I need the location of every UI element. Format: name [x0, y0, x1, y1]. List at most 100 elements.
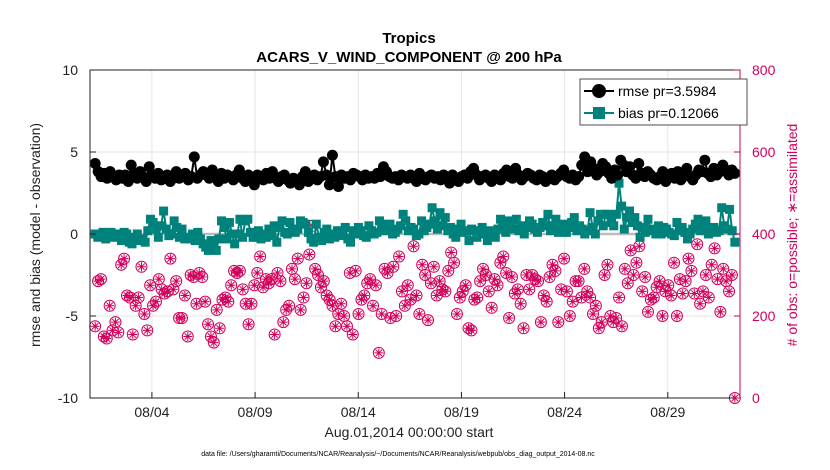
- obs-assimilated-point: [209, 338, 219, 348]
- obs-assimilated-point: [669, 258, 679, 268]
- obs-possible-point: [291, 252, 304, 265]
- bias-point: [188, 229, 198, 239]
- obs-assimilated-point: [206, 332, 216, 341]
- bias-point: [214, 234, 224, 244]
- bias-point: [543, 209, 553, 219]
- obs-assimilated-point: [299, 293, 309, 303]
- obs-assimilated-point: [588, 309, 598, 319]
- obs-assimilated-point: [186, 270, 196, 280]
- rmse-point: [122, 176, 134, 188]
- bias-point: [235, 214, 245, 224]
- obs-assimilated-point: [316, 282, 326, 292]
- bias-point: [693, 214, 703, 224]
- legend: rmse pr=3.5984 bias pr=0.12066: [579, 78, 748, 126]
- legend-bias-marker: [593, 107, 605, 119]
- bias-point: [161, 224, 171, 234]
- obs-assimilated-point: [142, 325, 152, 335]
- rmse-point: [729, 167, 741, 179]
- obs-assimilated-point: [99, 332, 109, 341]
- obs-assimilated-point: [301, 278, 311, 288]
- obs-assimilated-point: [417, 260, 427, 270]
- bias-point: [438, 221, 448, 231]
- obs-assimilated-point: [652, 282, 662, 292]
- obs-assimilated-point: [490, 274, 500, 284]
- obs-possible-point: [717, 262, 730, 275]
- bias-point: [527, 219, 537, 229]
- bias-point: [725, 204, 735, 214]
- obs-possible-point: [642, 305, 655, 318]
- obs-possible-point: [615, 320, 628, 333]
- bias-point: [598, 221, 608, 231]
- bias-point: [461, 226, 471, 236]
- obs-assimilated-point: [666, 291, 676, 300]
- obs-assimilated-point: [617, 321, 627, 331]
- obs-assimilated-point: [481, 270, 491, 280]
- obs-assimilated-point: [597, 317, 607, 327]
- bias-point: [501, 227, 511, 237]
- x-axis-ticks: 08/04 08/09 08/14 08/19 08/24 08/29: [134, 392, 686, 420]
- obs-assimilated-point: [631, 258, 641, 268]
- obs-possible-point: [138, 307, 151, 320]
- obs-assimilated-point: [678, 288, 688, 298]
- obs-assimilated-point: [113, 327, 123, 337]
- bias-point: [303, 227, 313, 237]
- obs-assimilated-point: [377, 309, 387, 319]
- legend-bias-label: bias pr=0.12066: [618, 105, 719, 121]
- bias-point: [148, 218, 158, 228]
- obs-possible-point: [219, 291, 232, 304]
- obs-assimilated-point: [513, 284, 523, 294]
- obs-assimilated-point: [330, 321, 340, 331]
- obs-possible-point: [439, 285, 452, 298]
- legend-rmse-label: rmse pr=3.5984: [618, 83, 717, 99]
- obs-assimilated-point: [348, 329, 358, 339]
- obs-assimilated-point: [212, 305, 222, 315]
- bias-point: [709, 222, 719, 232]
- y-axis-ticks: -10 -5 0 5 10: [58, 62, 96, 406]
- obs-assimilated-point: [339, 311, 349, 321]
- obs-assimilated-point: [368, 301, 378, 311]
- obs-possible-point: [688, 287, 701, 300]
- obs-assimilated-point: [721, 276, 731, 286]
- obs-assimilated-point: [675, 274, 685, 284]
- obs-possible-point: [144, 279, 157, 292]
- bias-point: [685, 229, 695, 239]
- bias-point: [401, 216, 411, 226]
- obs-possible-point: [711, 273, 724, 286]
- rmse-point: [320, 169, 332, 181]
- obs-possible-point: [552, 316, 565, 329]
- obs-assimilated-point: [568, 297, 578, 307]
- obs-assimilated-point: [374, 348, 384, 358]
- obs-assimilated-point: [426, 278, 436, 288]
- bias-point: [285, 218, 295, 228]
- bias-point: [435, 208, 445, 218]
- bias-point: [301, 219, 311, 229]
- bias-point: [506, 219, 516, 229]
- obs-assimilated-point: [391, 311, 401, 321]
- obs-assimilated-point: [600, 270, 610, 280]
- obs-assimilated-point: [478, 264, 488, 274]
- obs-assimilated-point: [684, 254, 694, 264]
- bias-point: [572, 226, 582, 236]
- obs-assimilated-point: [501, 268, 511, 278]
- obs-assimilated-point: [235, 266, 245, 276]
- obs-assimilated-point: [96, 274, 106, 284]
- obs-assimilated-point: [698, 286, 708, 296]
- obs-possible-point: [572, 275, 585, 288]
- obs-possible-point: [656, 310, 669, 322]
- obs-possible-point: [503, 312, 516, 325]
- obs-possible-point: [621, 277, 634, 290]
- obs-assimilated-point: [134, 293, 144, 303]
- obs-assimilated-point: [646, 295, 656, 305]
- obs-possible-point: [254, 250, 267, 263]
- obs-assimilated-point: [351, 266, 361, 276]
- x-tick-label: 08/24: [547, 404, 582, 420]
- bias-point: [635, 232, 645, 242]
- obs-assimilated-point: [116, 260, 126, 270]
- obs-possible-point: [277, 316, 290, 329]
- x-tick-label: 08/04: [134, 404, 169, 420]
- obs-assimilated-point: [591, 301, 601, 311]
- bias-point: [714, 226, 724, 236]
- bias-point: [330, 232, 340, 242]
- bias-point: [588, 222, 598, 232]
- obs-possible-point: [210, 303, 223, 316]
